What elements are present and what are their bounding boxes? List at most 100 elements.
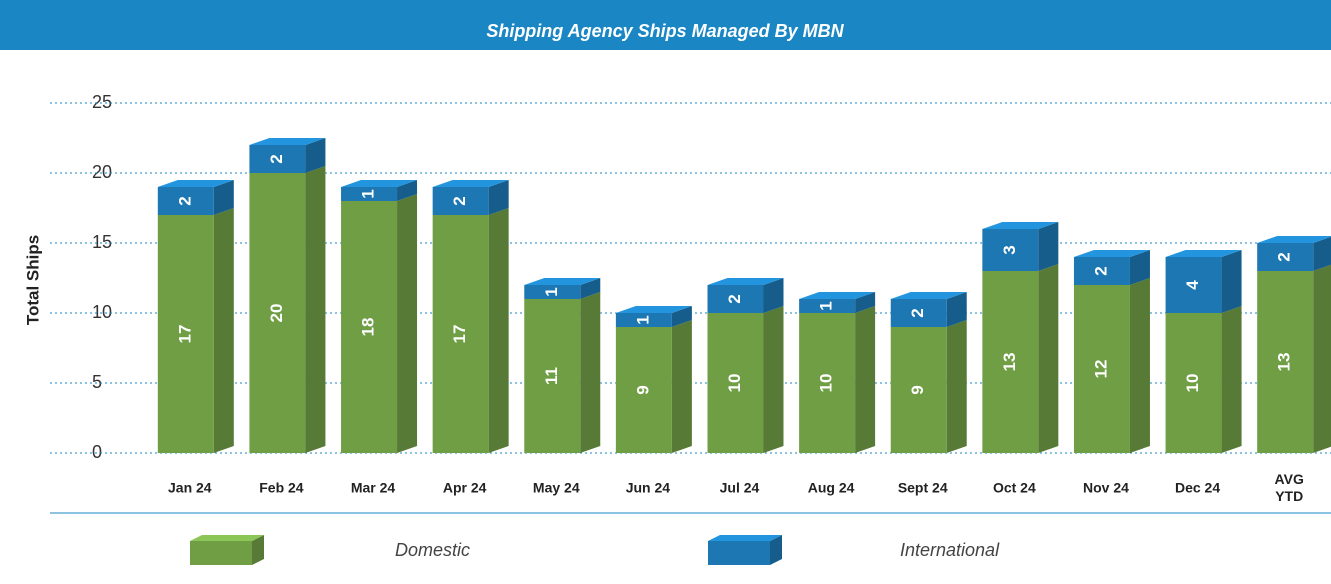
legend-swatch <box>708 541 770 565</box>
bar-side <box>1129 250 1150 285</box>
x-tick-label: Apr 24 <box>443 480 487 496</box>
bar-side <box>763 278 784 313</box>
bar <box>249 173 306 453</box>
value-label: 10 <box>1183 374 1202 393</box>
bar-side <box>763 306 784 453</box>
bar-top <box>432 180 509 187</box>
bar <box>1257 271 1314 453</box>
value-label: 9 <box>908 385 927 394</box>
value-label: 3 <box>1000 245 1019 254</box>
bar <box>982 271 1039 453</box>
bar-side <box>305 138 326 173</box>
bar-side <box>397 194 418 453</box>
bar <box>707 285 764 313</box>
bar-side <box>213 180 234 215</box>
y-tick-label: 25 <box>92 92 112 112</box>
bar <box>341 201 398 453</box>
bar <box>890 299 947 327</box>
bar-side <box>580 292 601 453</box>
legend-swatch-top <box>190 535 264 541</box>
x-tick-label: Mar 24 <box>351 480 396 496</box>
legend-swatch <box>190 541 252 565</box>
y-tick-label: 5 <box>92 372 102 392</box>
bar <box>524 299 581 453</box>
bar-top <box>341 180 418 187</box>
bar-side <box>305 166 326 453</box>
bar <box>707 313 764 453</box>
value-label: 2 <box>175 196 194 205</box>
value-label: 2 <box>725 294 744 303</box>
bar-top <box>524 278 601 285</box>
x-tick-label: AVG YTD <box>1275 471 1304 504</box>
x-tick-label: Aug 24 <box>808 480 855 496</box>
bar-top <box>982 222 1059 229</box>
bar-side <box>1313 236 1331 271</box>
bar <box>799 299 856 313</box>
y-tick-label: 0 <box>92 442 102 462</box>
value-label: 1 <box>633 315 652 324</box>
bar <box>249 145 306 173</box>
value-label: 17 <box>450 325 469 344</box>
value-label: 12 <box>1091 360 1110 379</box>
x-tick-label: Dec 24 <box>1175 480 1220 496</box>
bar-side <box>1129 278 1150 453</box>
legend-swatch-side <box>770 535 782 565</box>
bar-side <box>671 320 692 453</box>
x-tick-label: Oct 24 <box>993 480 1036 496</box>
bar <box>432 187 489 215</box>
value-label: 10 <box>725 374 744 393</box>
bar <box>432 215 489 453</box>
bar <box>890 327 947 453</box>
bar <box>1073 285 1130 453</box>
bar-side <box>946 292 967 327</box>
bar-side <box>855 306 876 453</box>
bar-side <box>488 208 509 453</box>
x-tick-label: May 24 <box>533 480 580 496</box>
x-tick-label: Jul 24 <box>720 480 760 496</box>
y-axis-label: Total Ships <box>23 235 42 325</box>
legend-label: International <box>900 540 1000 560</box>
x-tick-label: Jan 24 <box>168 480 212 496</box>
header-bar <box>0 0 1331 50</box>
y-tick-label: 20 <box>92 162 112 182</box>
bar-side <box>213 208 234 453</box>
value-label: 1 <box>359 189 378 198</box>
value-label: 10 <box>817 374 836 393</box>
bar-side <box>1221 306 1242 453</box>
y-tick-label: 15 <box>92 232 112 252</box>
x-tick-line: YTD <box>1275 488 1303 504</box>
bar-top <box>1165 250 1242 257</box>
bar-top <box>615 306 692 313</box>
bar <box>1165 257 1222 313</box>
bar <box>341 187 398 201</box>
bar-top <box>249 138 326 145</box>
value-label: 4 <box>1183 280 1202 290</box>
bar <box>157 215 214 453</box>
value-label: 20 <box>267 304 286 323</box>
bar <box>157 187 214 215</box>
bar <box>1257 243 1314 271</box>
bar-top <box>1073 250 1150 257</box>
x-tick-label: Feb 24 <box>259 480 304 496</box>
bar-top <box>157 180 234 187</box>
value-label: 1 <box>817 301 836 310</box>
bar-side <box>946 320 967 453</box>
bar <box>524 285 581 299</box>
value-label: 13 <box>1000 353 1019 372</box>
value-label: 2 <box>1275 252 1294 261</box>
value-label: 2 <box>267 154 286 163</box>
bar-top <box>1257 236 1331 243</box>
bar-top <box>890 292 967 299</box>
value-label: 2 <box>1091 266 1110 275</box>
x-tick-label: Nov 24 <box>1083 480 1129 496</box>
x-tick-line: AVG <box>1275 471 1304 487</box>
bar-side <box>488 180 509 215</box>
bar <box>1165 313 1222 453</box>
bar <box>799 313 856 453</box>
bar <box>615 313 672 327</box>
value-label: 17 <box>175 325 194 344</box>
bar <box>615 327 672 453</box>
bar-side <box>1221 250 1242 313</box>
legend-swatch-side <box>252 535 264 565</box>
